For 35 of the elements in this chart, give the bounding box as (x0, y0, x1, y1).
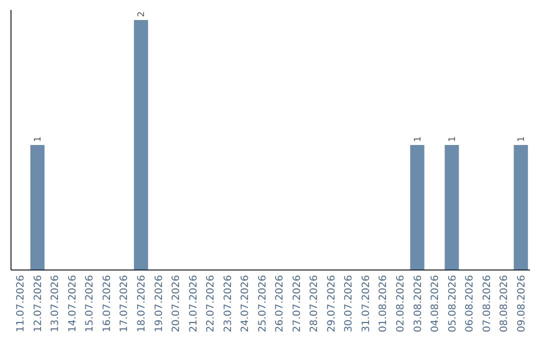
x-tick-label: 13.07.2026 (50, 275, 62, 332)
x-tick-label: 18.07.2026 (136, 275, 148, 332)
data-label: 1 (448, 136, 458, 142)
x-tick-label: 20.07.2026 (171, 275, 182, 332)
data-label: 1 (33, 136, 44, 142)
x-tick-label: 01.08.2026 (378, 275, 390, 332)
x-tick-label: 27.07.2026 (292, 275, 303, 332)
x-tick-label: 06.08.2026 (464, 275, 476, 332)
x-tick-label: 25.07.2026 (257, 275, 268, 332)
x-tick-label: 24.07.2026 (240, 275, 252, 332)
x-tick-label: 16.07.2026 (102, 275, 113, 332)
data-label: 1 (413, 136, 424, 142)
x-tick-label: 29.07.2026 (326, 275, 338, 332)
x-tick-label: 28.07.2026 (309, 275, 320, 332)
data-label: 2 (137, 11, 148, 17)
x-tick-label: 08.08.2026 (499, 275, 510, 332)
x-tick-label: 22.07.2026 (206, 275, 217, 332)
x-tick-label: 30.07.2026 (344, 275, 355, 332)
x-tick-label: 21.07.2026 (188, 275, 200, 332)
x-tick-label: 03.08.2026 (412, 275, 424, 332)
x-tick-label: 09.08.2026 (516, 275, 528, 332)
x-tick-label: 19.07.2026 (154, 275, 165, 332)
x-tick-label: 15.07.2026 (84, 275, 96, 332)
x-tick-label: 17.07.2026 (119, 275, 130, 332)
x-tick-label: 02.08.2026 (395, 275, 406, 332)
x-tick-label: 26.07.2026 (274, 275, 286, 332)
x-tick-label: 31.07.2026 (360, 275, 372, 332)
x-tick-label: 05.08.2026 (447, 275, 458, 332)
x-tick-label: 14.07.2026 (67, 275, 78, 332)
x-tick-label: 12.07.2026 (32, 275, 44, 332)
data-label: 1 (516, 136, 527, 142)
x-tick-label: 04.08.2026 (430, 275, 442, 332)
x-tick-label: 11.07.2026 (16, 275, 27, 332)
x-tick-label: 07.08.2026 (482, 275, 493, 332)
x-tick-label: 23.07.2026 (222, 275, 234, 332)
